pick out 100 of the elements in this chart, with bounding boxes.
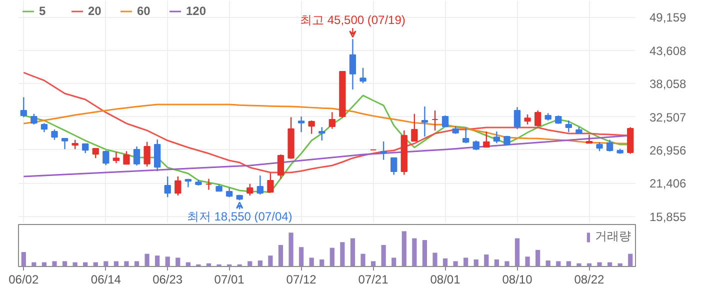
bar [432, 252, 438, 266]
bar [402, 231, 406, 266]
bar [381, 244, 386, 266]
candlestick [586, 134, 593, 144]
candlestick [627, 126, 634, 154]
x-tick-label: 06/23 [152, 272, 183, 286]
bar [176, 258, 180, 266]
candlestick [51, 128, 58, 140]
x-tick-label: 07/21 [358, 272, 389, 286]
bar [525, 256, 530, 266]
candlestick [493, 130, 500, 144]
bar [72, 262, 78, 266]
bar [52, 261, 57, 266]
legend-label: 5 [39, 4, 47, 18]
x-tick-label: 08/01 [430, 272, 461, 286]
y-tick-label: 26,956 [650, 143, 687, 158]
bar [360, 254, 366, 266]
bar [422, 240, 428, 266]
candlestick [328, 112, 336, 130]
candlestick [20, 96, 27, 118]
candlestick [606, 139, 614, 152]
y-tick-label: 43,608 [650, 44, 687, 58]
legend-label: 거래량 [595, 228, 631, 245]
bar [464, 258, 468, 266]
y-tick-label: 15,855 [650, 210, 687, 224]
bar [248, 261, 252, 266]
bar [412, 238, 417, 266]
bar [278, 244, 284, 266]
x-tick-label: 06/14 [90, 272, 122, 286]
bar [124, 261, 129, 266]
bar [514, 238, 520, 266]
annotation: 최고 45,500 (07/19) [300, 13, 406, 28]
candlestick [349, 38, 356, 90]
candlestick [246, 183, 254, 196]
candlestick [123, 150, 130, 165]
bar [134, 261, 140, 266]
candlestick [534, 110, 542, 128]
bar [104, 261, 108, 266]
bar [453, 261, 458, 266]
candlestick [267, 172, 274, 193]
bar [392, 258, 396, 266]
candlestick [318, 126, 326, 142]
y-tick-label: 21,406 [650, 176, 687, 191]
bar [114, 261, 119, 266]
candlestick [174, 176, 182, 196]
candlestick [380, 140, 387, 160]
candlestick [565, 120, 572, 133]
bar [298, 247, 304, 266]
candlestick [92, 148, 99, 159]
x-tick-label: 06/02 [8, 272, 39, 286]
legend-label: 120 [186, 4, 206, 18]
candlestick [277, 154, 284, 180]
bar [597, 262, 602, 266]
bar [268, 256, 273, 266]
bar [62, 261, 68, 266]
bar [165, 256, 170, 266]
bar [330, 248, 334, 266]
legend-label: 60 [137, 4, 152, 18]
annotation: 최저 18,550 (07/04) [186, 209, 292, 224]
y-tick-label: 38,058 [650, 77, 687, 92]
candlestick [133, 146, 140, 166]
candlestick [256, 174, 264, 196]
candlestick [205, 178, 212, 190]
candlestick [61, 138, 68, 150]
candlestick [154, 138, 161, 172]
candlestick [298, 116, 305, 133]
bar [556, 261, 561, 266]
y-tick-label: 49,159 [650, 10, 687, 25]
candlestick [30, 113, 38, 126]
x-tick-label: 08/22 [574, 272, 605, 286]
candlestick [102, 150, 110, 166]
candlestick [524, 114, 531, 126]
candlestick [144, 141, 150, 168]
candlestick [164, 176, 171, 198]
legend-label: 20 [88, 4, 102, 18]
bar [21, 252, 26, 266]
x-tick-label: 07/01 [214, 272, 245, 286]
x-tick-label: 08/10 [502, 272, 533, 286]
candlestick [72, 139, 78, 150]
x-tick-label: 07/12 [286, 272, 317, 286]
bar [442, 258, 448, 266]
candlestick [82, 143, 89, 154]
bar [340, 242, 345, 266]
candlestick [308, 120, 315, 134]
candlestick [483, 130, 490, 148]
candlestick [390, 157, 398, 176]
candlestick [432, 110, 438, 132]
bar [628, 254, 633, 266]
bar [535, 250, 540, 266]
candlestick [360, 67, 366, 84]
bar [144, 254, 150, 266]
candlestick [411, 113, 418, 142]
candlestick [421, 106, 428, 138]
bar [484, 254, 489, 266]
bar [504, 261, 510, 266]
candlestick [462, 128, 470, 144]
candlestick [112, 152, 120, 164]
bar [370, 261, 376, 266]
bar [350, 238, 356, 266]
candlestick [226, 187, 233, 198]
